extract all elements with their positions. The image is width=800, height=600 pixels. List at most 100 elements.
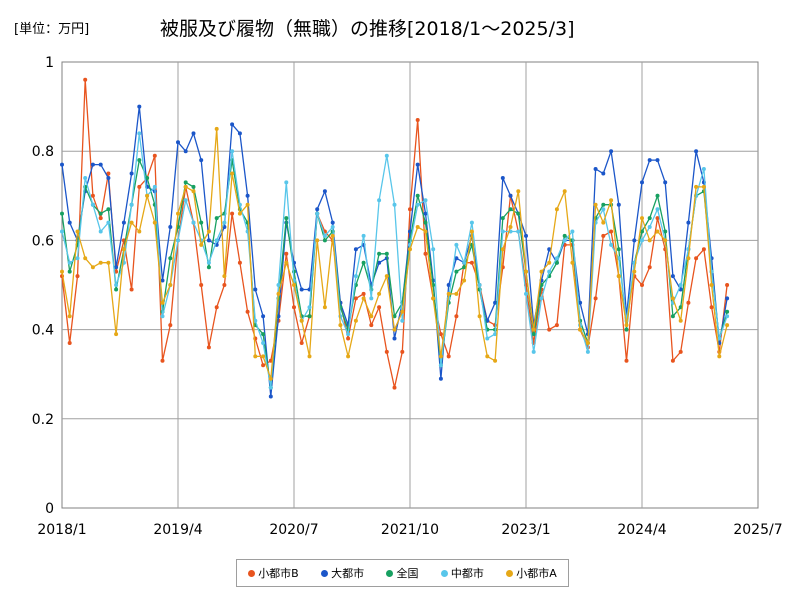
data-point: [531, 349, 536, 354]
data-point: [268, 394, 273, 399]
data-point: [60, 211, 64, 216]
x-tick-label: 2020/7: [269, 522, 318, 538]
x-tick-label: 2023/1: [501, 522, 550, 538]
data-point: [353, 247, 358, 252]
data-point: [160, 300, 165, 305]
data-point: [640, 283, 644, 287]
data-point: [500, 216, 505, 221]
data-point: [145, 193, 150, 198]
data-point: [114, 287, 119, 292]
data-point: [292, 283, 296, 287]
data-point: [477, 283, 482, 287]
legend-label: 小都市B: [258, 567, 299, 580]
data-point: [361, 296, 366, 301]
data-point: [377, 251, 382, 256]
axes: 0 0.2 0.4 0.6 0.8 1 2018/1 2019/4 2020/7 2021/10 2…: [32, 55, 783, 538]
data-point: [152, 153, 157, 158]
x-tick-label: 2025/7: [733, 522, 782, 538]
x-tick-label: 2021/10: [381, 522, 439, 538]
series-layer: [60, 77, 730, 399]
data-point: [524, 291, 528, 296]
data-point: [570, 229, 575, 234]
data-point: [640, 229, 644, 234]
x-tick-label: 2019/4: [153, 522, 202, 538]
data-point: [176, 140, 180, 145]
legend-swatch: [506, 569, 514, 577]
data-point: [423, 211, 428, 216]
data-point: [106, 171, 111, 176]
data-point: [191, 220, 196, 225]
data-point: [230, 149, 235, 154]
data-point: [183, 198, 188, 203]
data-point: [601, 233, 606, 238]
data-point: [183, 180, 188, 185]
data-point: [338, 323, 343, 328]
data-point: [83, 176, 88, 180]
data-point: [191, 189, 196, 194]
data-point: [554, 256, 559, 261]
legend-swatch: [386, 569, 394, 577]
data-point: [369, 323, 374, 328]
data-point: [500, 229, 505, 234]
data-point: [276, 291, 281, 296]
data-point: [663, 238, 668, 243]
data-point: [261, 363, 266, 368]
data-point: [253, 318, 258, 323]
legend-item: 小都市A: [506, 565, 557, 581]
data-point: [137, 184, 142, 189]
data-point: [438, 363, 443, 368]
data-point: [539, 269, 544, 274]
data-point: [353, 274, 358, 279]
data-point: [90, 193, 95, 198]
data-point: [315, 211, 320, 216]
data-point: [90, 202, 95, 207]
series-2: [60, 157, 730, 390]
data-point: [361, 291, 366, 296]
data-point: [446, 283, 451, 287]
data-point: [199, 220, 204, 225]
data-point: [694, 184, 699, 189]
data-point: [168, 256, 173, 261]
y-tick-label: 1: [45, 55, 54, 71]
data-point: [462, 260, 467, 265]
data-point: [129, 287, 134, 292]
legend-swatch: [321, 569, 329, 577]
data-point: [129, 202, 134, 207]
data-point: [438, 376, 443, 381]
data-point: [539, 283, 544, 287]
data-point: [709, 283, 714, 287]
legend-item: 小都市B: [248, 565, 299, 581]
data-point: [206, 229, 211, 234]
data-point: [183, 184, 188, 189]
data-point: [322, 305, 327, 310]
data-point: [222, 220, 227, 225]
data-point: [199, 283, 204, 287]
data-point: [516, 229, 521, 234]
data-point: [152, 184, 157, 189]
legend-swatch: [440, 569, 448, 577]
data-point: [640, 238, 644, 243]
data-point: [206, 260, 211, 265]
data-point: [268, 385, 273, 390]
data-point: [655, 207, 660, 212]
data-point: [245, 309, 250, 314]
data-point: [106, 207, 111, 212]
data-point: [237, 260, 242, 265]
data-point: [106, 176, 111, 180]
data-point: [75, 256, 80, 261]
data-point: [377, 291, 382, 296]
data-point: [601, 207, 606, 212]
data-point: [701, 184, 706, 189]
data-point: [392, 385, 397, 390]
data-point: [609, 149, 614, 154]
data-point: [624, 323, 629, 328]
data-point: [655, 216, 660, 221]
data-point: [578, 327, 583, 332]
data-point: [408, 207, 412, 212]
data-point: [330, 225, 335, 229]
legend-item: 全国: [386, 565, 418, 581]
data-point: [60, 229, 64, 234]
data-point: [214, 126, 219, 131]
data-point: [647, 216, 652, 221]
data-point: [678, 283, 683, 287]
